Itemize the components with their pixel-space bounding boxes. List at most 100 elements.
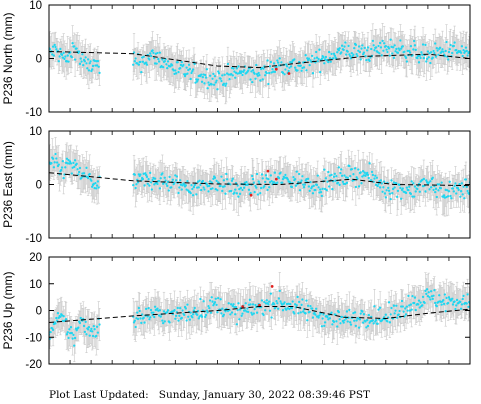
data-point — [185, 66, 188, 69]
data-point — [366, 171, 369, 175]
data-point — [285, 65, 289, 68]
data-point — [202, 186, 205, 189]
data-point — [86, 67, 89, 70]
data-point — [228, 77, 231, 81]
data-point — [200, 188, 203, 192]
data-point — [353, 167, 357, 170]
data-point — [372, 44, 375, 47]
data-point — [71, 42, 74, 45]
data-point — [149, 171, 152, 174]
data-point — [235, 192, 238, 195]
data-point — [208, 184, 211, 188]
data-point — [431, 56, 434, 59]
y-tick-label: 10 — [29, 0, 42, 12]
data-point — [334, 179, 337, 182]
data-point — [355, 52, 358, 56]
data-point — [284, 173, 287, 177]
data-point — [408, 185, 411, 188]
data-point — [416, 57, 419, 60]
data-point — [376, 184, 379, 188]
data-point — [157, 60, 161, 63]
data-point — [191, 187, 194, 191]
data-point — [335, 174, 338, 178]
data-point — [287, 69, 290, 73]
data-point — [450, 197, 453, 200]
data-point — [64, 55, 67, 58]
data-point — [319, 70, 322, 74]
data-point — [264, 174, 268, 177]
data-point — [323, 187, 327, 191]
data-point — [366, 46, 370, 49]
data-point — [80, 176, 83, 179]
data-point — [324, 55, 328, 59]
data-point — [157, 179, 161, 183]
data-point — [379, 179, 383, 182]
data-point — [174, 174, 177, 177]
data-point — [133, 173, 136, 176]
data-point — [96, 59, 100, 63]
data-point — [156, 182, 159, 186]
data-point — [238, 192, 242, 195]
data-point — [271, 67, 274, 71]
data-point — [399, 39, 402, 42]
data-point — [366, 173, 370, 177]
data-point — [205, 183, 209, 186]
data-point — [283, 176, 286, 179]
data-point — [257, 71, 260, 75]
data-point — [151, 49, 154, 52]
y-tick-label: 10 — [29, 126, 42, 138]
data-point — [190, 71, 193, 75]
data-point — [136, 181, 140, 184]
data-point — [363, 171, 366, 174]
data-point — [279, 171, 282, 174]
data-point — [145, 63, 149, 66]
data-point — [161, 172, 164, 175]
data-point — [320, 57, 323, 60]
data-point — [398, 49, 401, 52]
data-point — [225, 172, 228, 176]
data-point — [317, 186, 320, 189]
data-point — [133, 60, 136, 63]
data-point — [158, 51, 162, 54]
data-point — [410, 180, 413, 183]
data-point — [434, 55, 438, 58]
data-point — [418, 190, 421, 193]
data-point — [417, 61, 421, 64]
data-point — [51, 157, 55, 160]
data-point — [447, 190, 451, 193]
data-point — [406, 49, 409, 52]
data-point — [393, 186, 396, 189]
data-point — [203, 188, 206, 191]
data-point — [215, 179, 218, 182]
data-point — [136, 62, 139, 65]
outlier-point — [249, 193, 253, 197]
data-point — [326, 180, 329, 183]
data-point — [176, 61, 179, 64]
data-layer — [49, 272, 470, 363]
data-point — [442, 194, 446, 197]
data-point — [153, 57, 156, 60]
data-point — [342, 48, 345, 51]
data-point — [311, 192, 315, 195]
data-point — [464, 46, 468, 49]
data-point — [401, 45, 404, 48]
data-point — [302, 186, 306, 189]
data-point — [158, 187, 162, 190]
data-point — [251, 177, 255, 181]
data-point — [83, 60, 87, 63]
data-point — [366, 49, 369, 52]
data-point — [96, 180, 100, 183]
trend-line — [49, 172, 470, 187]
data-point — [289, 65, 293, 68]
data-point — [183, 183, 186, 186]
data-point — [374, 174, 377, 177]
data-point — [329, 60, 332, 63]
data-point — [142, 55, 145, 58]
data-point — [412, 182, 415, 185]
data-point — [425, 179, 428, 182]
data-point — [370, 47, 373, 51]
data-point — [174, 69, 177, 72]
data-point — [293, 58, 296, 61]
data-point — [224, 192, 227, 195]
